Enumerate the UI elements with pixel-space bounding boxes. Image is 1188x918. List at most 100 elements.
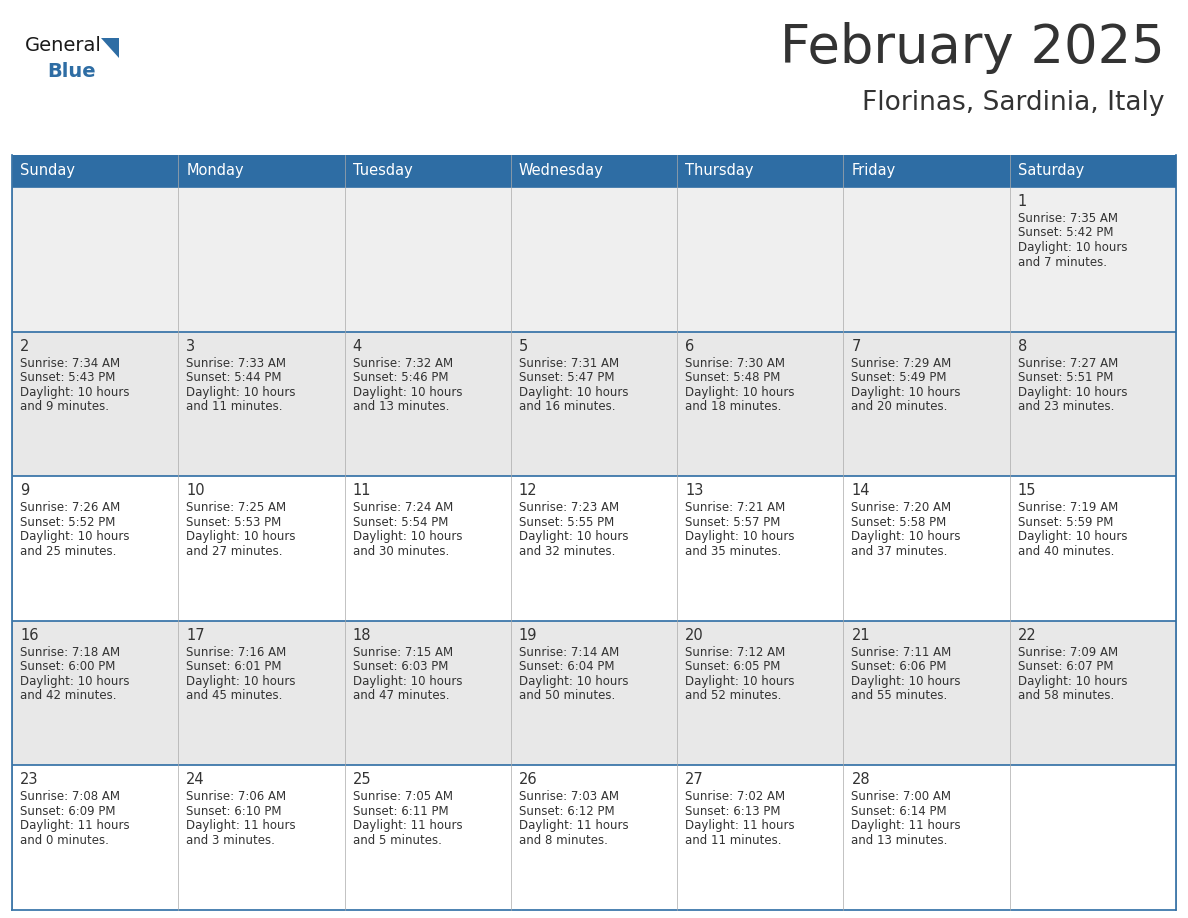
Text: and 52 minutes.: and 52 minutes. — [685, 689, 782, 702]
Text: Daylight: 10 hours: Daylight: 10 hours — [20, 386, 129, 398]
Text: and 20 minutes.: and 20 minutes. — [852, 400, 948, 413]
Text: Blue: Blue — [48, 62, 95, 81]
Text: and 47 minutes.: and 47 minutes. — [353, 689, 449, 702]
Bar — [345, 187, 511, 331]
Bar — [843, 155, 1010, 187]
Text: and 27 minutes.: and 27 minutes. — [187, 544, 283, 558]
Text: Daylight: 11 hours: Daylight: 11 hours — [685, 820, 795, 833]
Bar — [12, 476, 178, 621]
Bar — [12, 331, 178, 476]
Text: Sunrise: 7:19 AM: Sunrise: 7:19 AM — [1018, 501, 1118, 514]
Text: and 11 minutes.: and 11 minutes. — [685, 834, 782, 847]
Text: Sunrise: 7:09 AM: Sunrise: 7:09 AM — [1018, 645, 1118, 659]
Bar — [511, 331, 677, 476]
Text: 24: 24 — [187, 772, 204, 788]
Bar — [1010, 187, 1176, 331]
Text: Sunrise: 7:02 AM: Sunrise: 7:02 AM — [685, 790, 785, 803]
Bar — [178, 621, 345, 766]
Text: Sunset: 5:55 PM: Sunset: 5:55 PM — [519, 516, 614, 529]
Text: and 30 minutes.: and 30 minutes. — [353, 544, 449, 558]
Text: and 13 minutes.: and 13 minutes. — [852, 834, 948, 847]
Text: Sunrise: 7:18 AM: Sunrise: 7:18 AM — [20, 645, 120, 659]
Text: Sunrise: 7:30 AM: Sunrise: 7:30 AM — [685, 356, 785, 370]
Text: Daylight: 10 hours: Daylight: 10 hours — [519, 675, 628, 688]
Text: 28: 28 — [852, 772, 870, 788]
Text: 18: 18 — [353, 628, 371, 643]
Bar — [12, 621, 178, 766]
Bar — [677, 476, 843, 621]
Text: and 7 minutes.: and 7 minutes. — [1018, 255, 1107, 268]
Text: Sunrise: 7:26 AM: Sunrise: 7:26 AM — [20, 501, 120, 514]
Text: 26: 26 — [519, 772, 537, 788]
Bar — [178, 187, 345, 331]
Bar — [12, 766, 178, 910]
Text: Daylight: 10 hours: Daylight: 10 hours — [852, 386, 961, 398]
Text: and 5 minutes.: and 5 minutes. — [353, 834, 442, 847]
Text: Sunset: 6:09 PM: Sunset: 6:09 PM — [20, 805, 115, 818]
Text: Sunrise: 7:34 AM: Sunrise: 7:34 AM — [20, 356, 120, 370]
Text: and 25 minutes.: and 25 minutes. — [20, 544, 116, 558]
Bar — [1010, 155, 1176, 187]
Bar — [178, 476, 345, 621]
Text: Daylight: 10 hours: Daylight: 10 hours — [852, 675, 961, 688]
Text: Sunset: 5:53 PM: Sunset: 5:53 PM — [187, 516, 282, 529]
Text: Sunset: 5:54 PM: Sunset: 5:54 PM — [353, 516, 448, 529]
Text: Daylight: 10 hours: Daylight: 10 hours — [353, 675, 462, 688]
Text: Saturday: Saturday — [1018, 163, 1083, 178]
Text: Tuesday: Tuesday — [353, 163, 412, 178]
Bar — [511, 187, 677, 331]
Text: Wednesday: Wednesday — [519, 163, 604, 178]
Text: 13: 13 — [685, 483, 703, 498]
Text: Sunset: 5:57 PM: Sunset: 5:57 PM — [685, 516, 781, 529]
Bar — [677, 766, 843, 910]
Text: Sunset: 6:14 PM: Sunset: 6:14 PM — [852, 805, 947, 818]
Text: and 23 minutes.: and 23 minutes. — [1018, 400, 1114, 413]
Text: Sunset: 6:00 PM: Sunset: 6:00 PM — [20, 660, 115, 673]
Text: 6: 6 — [685, 339, 695, 353]
Bar — [345, 331, 511, 476]
Text: 11: 11 — [353, 483, 371, 498]
Text: Sunset: 5:44 PM: Sunset: 5:44 PM — [187, 371, 282, 384]
Text: Sunset: 5:58 PM: Sunset: 5:58 PM — [852, 516, 947, 529]
Text: Sunrise: 7:05 AM: Sunrise: 7:05 AM — [353, 790, 453, 803]
Text: 20: 20 — [685, 628, 704, 643]
Bar — [345, 766, 511, 910]
Text: Sunrise: 7:27 AM: Sunrise: 7:27 AM — [1018, 356, 1118, 370]
Bar — [345, 621, 511, 766]
Text: Sunrise: 7:32 AM: Sunrise: 7:32 AM — [353, 356, 453, 370]
Text: Daylight: 10 hours: Daylight: 10 hours — [519, 386, 628, 398]
Text: 10: 10 — [187, 483, 204, 498]
Bar — [12, 155, 178, 187]
Text: 21: 21 — [852, 628, 870, 643]
Text: Sunset: 5:48 PM: Sunset: 5:48 PM — [685, 371, 781, 384]
Bar — [345, 476, 511, 621]
Text: and 55 minutes.: and 55 minutes. — [852, 689, 948, 702]
Text: Thursday: Thursday — [685, 163, 753, 178]
Text: Sunrise: 7:25 AM: Sunrise: 7:25 AM — [187, 501, 286, 514]
Text: 14: 14 — [852, 483, 870, 498]
Text: 4: 4 — [353, 339, 362, 353]
Text: and 13 minutes.: and 13 minutes. — [353, 400, 449, 413]
Bar — [677, 187, 843, 331]
Text: and 9 minutes.: and 9 minutes. — [20, 400, 109, 413]
Text: February 2025: February 2025 — [781, 22, 1165, 74]
Text: Daylight: 11 hours: Daylight: 11 hours — [519, 820, 628, 833]
Text: Sunset: 6:04 PM: Sunset: 6:04 PM — [519, 660, 614, 673]
Text: Sunset: 5:46 PM: Sunset: 5:46 PM — [353, 371, 448, 384]
Text: Sunset: 5:47 PM: Sunset: 5:47 PM — [519, 371, 614, 384]
Bar — [843, 187, 1010, 331]
Text: Sunrise: 7:33 AM: Sunrise: 7:33 AM — [187, 356, 286, 370]
Text: and 3 minutes.: and 3 minutes. — [187, 834, 276, 847]
Text: Sunset: 5:43 PM: Sunset: 5:43 PM — [20, 371, 115, 384]
Text: 3: 3 — [187, 339, 195, 353]
Bar — [677, 331, 843, 476]
Text: 25: 25 — [353, 772, 371, 788]
Text: and 45 minutes.: and 45 minutes. — [187, 689, 283, 702]
Text: Sunrise: 7:16 AM: Sunrise: 7:16 AM — [187, 645, 286, 659]
Text: Sunset: 5:42 PM: Sunset: 5:42 PM — [1018, 227, 1113, 240]
Text: and 42 minutes.: and 42 minutes. — [20, 689, 116, 702]
Text: Daylight: 11 hours: Daylight: 11 hours — [187, 820, 296, 833]
Text: 22: 22 — [1018, 628, 1036, 643]
Bar — [677, 621, 843, 766]
Text: and 16 minutes.: and 16 minutes. — [519, 400, 615, 413]
